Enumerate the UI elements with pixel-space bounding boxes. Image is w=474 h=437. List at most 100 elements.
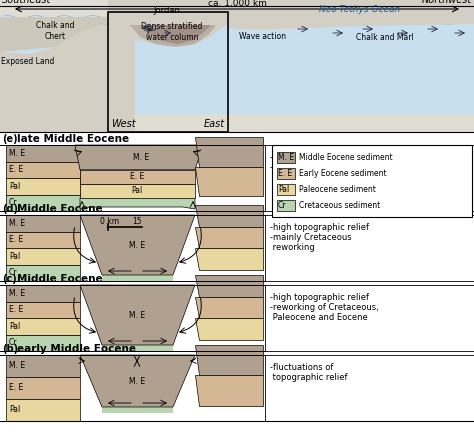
Bar xyxy=(0,215,474,281)
Polygon shape xyxy=(102,345,173,351)
Text: Exposed Land: Exposed Land xyxy=(1,56,55,66)
Text: Cr: Cr xyxy=(278,201,286,210)
Polygon shape xyxy=(195,319,263,340)
Bar xyxy=(6,194,80,211)
Text: M. E: M. E xyxy=(133,153,149,162)
Text: -low topographic relief: -low topographic relief xyxy=(270,153,365,162)
Text: Dense stratified
water column: Dense stratified water column xyxy=(141,22,203,42)
Text: (c): (c) xyxy=(2,274,17,284)
Text: Southeast: Southeast xyxy=(2,0,51,5)
Text: E. E: E. E xyxy=(9,384,23,392)
Text: M. E: M. E xyxy=(9,289,25,298)
Text: 0 km: 0 km xyxy=(100,217,119,226)
Bar xyxy=(6,248,80,264)
Text: (e): (e) xyxy=(2,134,18,144)
Bar xyxy=(6,377,80,399)
Bar xyxy=(277,152,295,163)
Polygon shape xyxy=(80,215,195,275)
Polygon shape xyxy=(140,25,210,44)
Text: Cretaceous sediment: Cretaceous sediment xyxy=(299,201,380,210)
Text: East: East xyxy=(204,119,225,129)
Bar xyxy=(6,264,80,281)
Text: M. E: M. E xyxy=(129,240,145,250)
Text: Pal: Pal xyxy=(9,252,20,261)
Bar xyxy=(6,215,80,232)
Text: reworking: reworking xyxy=(270,173,315,182)
Bar xyxy=(6,232,80,248)
Text: Jordan: Jordan xyxy=(154,6,181,15)
Text: (d): (d) xyxy=(2,204,18,214)
Text: Cr: Cr xyxy=(9,338,18,347)
Polygon shape xyxy=(195,275,263,297)
Bar xyxy=(6,145,80,162)
Text: Pal: Pal xyxy=(9,406,20,415)
Polygon shape xyxy=(102,407,173,413)
Text: Middle Eocene: Middle Eocene xyxy=(17,274,103,284)
Text: late Middle Eocene: late Middle Eocene xyxy=(17,134,129,144)
Polygon shape xyxy=(80,184,195,198)
Polygon shape xyxy=(195,166,263,196)
Text: Chalk and
Chert: Chalk and Chert xyxy=(36,21,74,41)
Text: Northwest: Northwest xyxy=(422,0,472,5)
Bar xyxy=(108,12,228,132)
Polygon shape xyxy=(130,25,215,47)
Bar xyxy=(277,200,295,211)
Polygon shape xyxy=(0,0,135,132)
Text: Wave action: Wave action xyxy=(239,32,286,41)
Text: Early Eocene sediment: Early Eocene sediment xyxy=(299,169,387,178)
Text: (b): (b) xyxy=(2,344,18,354)
Bar xyxy=(0,0,474,132)
Text: Cr: Cr xyxy=(9,198,18,207)
Polygon shape xyxy=(195,137,263,166)
Text: ca. 1,000 km: ca. 1,000 km xyxy=(208,0,266,8)
Polygon shape xyxy=(0,0,107,52)
Bar xyxy=(0,145,474,211)
Bar xyxy=(0,355,474,421)
Bar xyxy=(6,399,80,421)
Polygon shape xyxy=(108,0,227,46)
Text: topographic relief: topographic relief xyxy=(270,373,347,382)
Bar xyxy=(265,145,474,211)
Text: Paleocene and Eocene: Paleocene and Eocene xyxy=(270,313,368,322)
Bar xyxy=(6,178,80,194)
Bar xyxy=(272,145,472,217)
Polygon shape xyxy=(195,375,263,406)
Text: M. E: M. E xyxy=(129,311,145,319)
Polygon shape xyxy=(0,14,474,114)
Polygon shape xyxy=(102,275,173,281)
Text: E. E: E. E xyxy=(130,172,144,181)
Text: Pal: Pal xyxy=(278,185,289,194)
Text: Chalk and Marl: Chalk and Marl xyxy=(356,34,414,42)
Bar xyxy=(0,0,474,132)
Polygon shape xyxy=(195,297,263,319)
Text: M. E: M. E xyxy=(278,153,294,162)
Polygon shape xyxy=(80,170,195,184)
Polygon shape xyxy=(75,145,203,170)
Bar xyxy=(0,285,474,351)
Text: E. E: E. E xyxy=(9,235,23,244)
Text: E. E: E. E xyxy=(278,169,292,178)
Bar xyxy=(6,318,80,334)
Text: early Middle Eocene: early Middle Eocene xyxy=(17,344,136,354)
Bar xyxy=(6,285,80,302)
Text: M. E: M. E xyxy=(9,361,25,371)
Bar xyxy=(6,355,80,377)
Text: Middle Eocene sediment: Middle Eocene sediment xyxy=(299,153,392,162)
Text: Neo-Tethys Ocean: Neo-Tethys Ocean xyxy=(319,5,401,14)
Polygon shape xyxy=(195,205,263,227)
Text: M. E: M. E xyxy=(129,377,145,385)
Text: -high topographic relief: -high topographic relief xyxy=(270,223,369,232)
Bar xyxy=(265,285,474,351)
Polygon shape xyxy=(228,0,474,30)
Bar xyxy=(277,168,295,179)
Text: 15: 15 xyxy=(132,217,142,226)
Text: E. E: E. E xyxy=(9,165,23,174)
Text: Cr: Cr xyxy=(9,268,18,277)
Bar xyxy=(265,355,474,421)
Text: -high topographic relief: -high topographic relief xyxy=(270,293,369,302)
Bar xyxy=(265,215,474,281)
Bar xyxy=(6,334,80,351)
Polygon shape xyxy=(195,345,263,375)
Text: -mainly Cretaceous: -mainly Cretaceous xyxy=(270,233,352,242)
Text: reworking: reworking xyxy=(270,243,315,252)
